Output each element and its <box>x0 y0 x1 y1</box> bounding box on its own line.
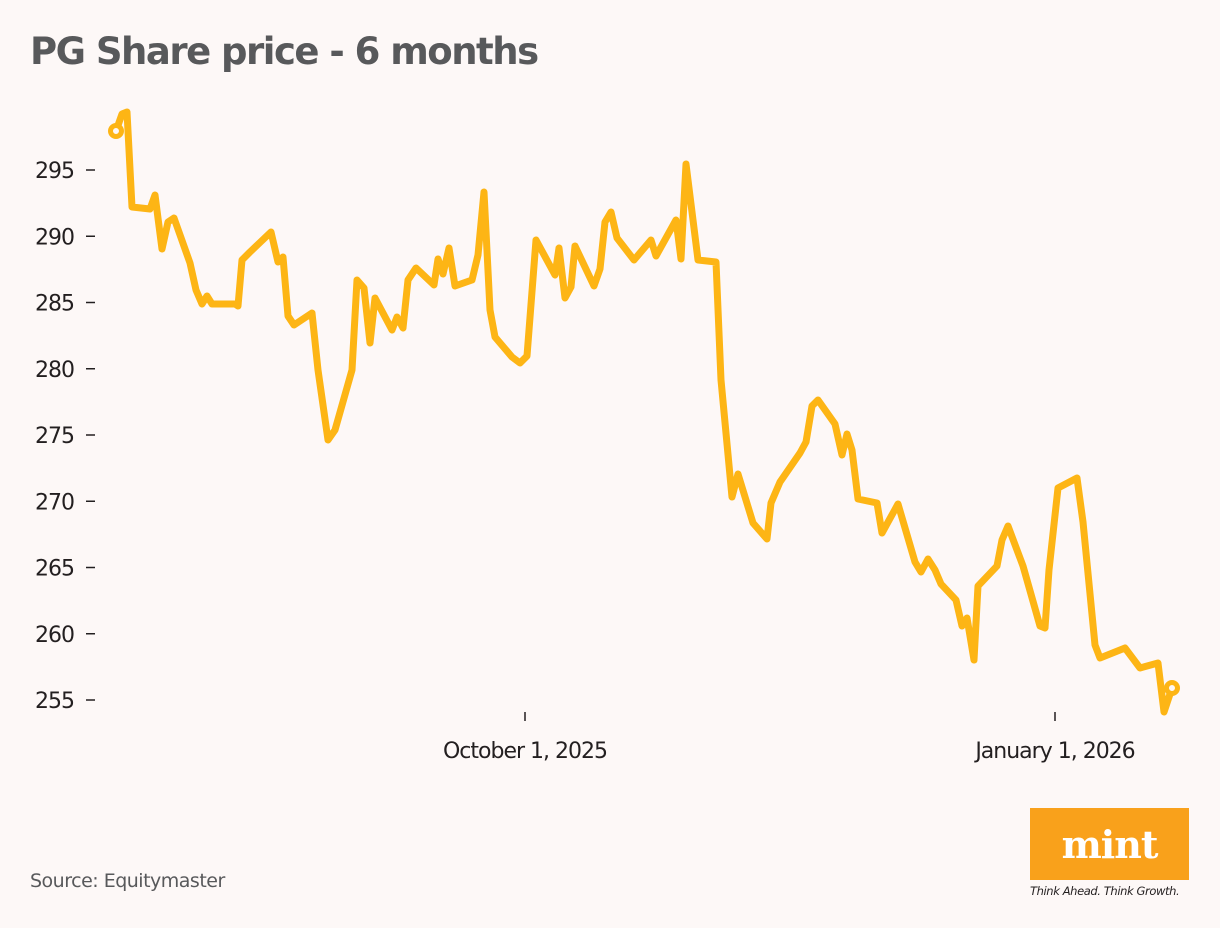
mint-logo: mint <box>1030 808 1189 880</box>
x-tick-label: October 1, 2025 <box>443 739 607 764</box>
y-tick-label: 290 <box>35 225 74 250</box>
logo-tagline: Think Ahead. Think Growth. <box>1030 884 1180 898</box>
x-tick-label: January 1, 2026 <box>973 739 1134 764</box>
start-marker <box>108 123 124 139</box>
end-marker <box>1164 680 1180 696</box>
source-note: Source: Equitymaster <box>30 870 225 892</box>
y-tick-label: 280 <box>35 358 74 383</box>
y-tick-label: 275 <box>35 424 74 449</box>
chart-title: PG Share price - 6 months <box>30 30 539 73</box>
y-tick-label: 285 <box>35 292 74 317</box>
y-tick-label: 255 <box>35 689 74 714</box>
y-tick-label: 265 <box>35 557 74 582</box>
y-tick-label: 295 <box>35 159 74 184</box>
y-tick-label: 260 <box>35 623 74 648</box>
x-axis: October 1, 2025 January 1, 2026 <box>443 712 1136 764</box>
y-axis: 295 290 285 280 275 270 265 260 255 <box>35 159 95 714</box>
logo-wordmark: mint <box>1061 821 1159 867</box>
y-tick-label: 270 <box>35 490 74 515</box>
price-line <box>112 108 1176 716</box>
